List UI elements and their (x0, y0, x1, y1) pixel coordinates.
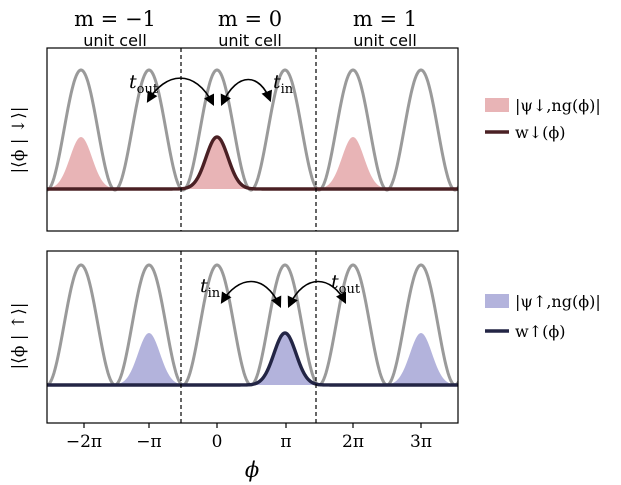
top-t-out-symbol: t (129, 71, 137, 93)
x-tick-label-6: 3π (410, 432, 432, 452)
bottom-wannier-curve (47, 331, 458, 387)
bottom-legend-fill-swatch (485, 294, 509, 308)
bottom-legend-fill-label: |ψ↑,ng(ϕ)| (515, 292, 601, 311)
top-wavefunction-fills (47, 137, 397, 189)
top-wavefunction-peak-2 (173, 137, 261, 189)
top-wannier-curve (47, 135, 458, 191)
top-t-out-arrow (146, 77, 215, 107)
bottom-t-in-arrow (220, 280, 282, 309)
cell-header-m-minus1: m = −1 unit cell (74, 7, 156, 50)
x-axis: −2π −π 0 π 2π 3π ϕ (66, 423, 432, 482)
top-t-in-arrow (220, 78, 273, 107)
x-tick-label-2: −π (136, 432, 161, 452)
bottom-wavefunction-peak-1 (105, 333, 193, 385)
top-legend-line-label: w↓(ϕ) (515, 123, 566, 142)
x-tick-label-3: 0 (212, 432, 223, 452)
bottom-t-in-symbol: t (200, 275, 208, 297)
cell-m-minus1-label: m = −1 (74, 7, 156, 31)
top-wavefunction-peak-3 (309, 137, 397, 189)
top-t-out-subscript: out (137, 82, 159, 97)
top-wavefunction-peak-1 (47, 137, 125, 189)
bottom-y-axis-label: |⟨ϕ | ↑⟩| (9, 302, 29, 369)
top-t-in-label: tin (273, 71, 294, 97)
bottom-wavefunction-peak-3 (377, 333, 458, 385)
x-tick-label-4: π (280, 432, 291, 452)
cell-header-m-0: m = 0 unit cell (218, 7, 282, 50)
top-legend-fill-swatch (485, 98, 509, 112)
bottom-wavefunction-fills (105, 333, 458, 385)
x-axis-label: ϕ (245, 458, 259, 482)
cell-m-0-unit: unit cell (218, 31, 282, 50)
bottom-t-out-label: tout (331, 271, 361, 297)
bottom-legend-line-label: w↑(ϕ) (515, 322, 566, 341)
bottom-potential-curve (47, 263, 458, 387)
top-panel: |⟨ϕ | ↓⟩| tout tin |ψ↓,ng(ϕ)| w↓(ϕ) (9, 47, 601, 232)
x-tick-label-5: 2π (342, 432, 364, 452)
bottom-t-in-subscript: in (208, 286, 221, 301)
top-legend-fill-label: |ψ↓,ng(ϕ)| (515, 96, 601, 115)
top-plot-frame (46, 47, 459, 232)
bottom-plot-frame (46, 250, 459, 424)
top-t-out-label: tout (129, 71, 159, 97)
top-t-in-symbol: t (273, 71, 281, 93)
cell-m-0-label: m = 0 (218, 7, 282, 31)
bottom-panel: |⟨ϕ | ↑⟩| tin tout |ψ↑,ng(ϕ)| w↑(ϕ) (9, 250, 601, 424)
bottom-t-out-symbol: t (331, 271, 339, 293)
bottom-wavefunction-peak-2 (241, 333, 329, 385)
cell-header-m-1: m = 1 unit cell (353, 7, 417, 50)
x-tick-label-1: −2π (66, 432, 102, 452)
bottom-t-out-arrow (287, 280, 347, 309)
cell-m-1-unit: unit cell (353, 31, 417, 50)
top-y-axis-label: |⟨ϕ | ↓⟩| (9, 106, 29, 173)
top-t-in-subscript: in (281, 82, 294, 97)
cell-m-1-label: m = 1 (353, 7, 417, 31)
cell-m-minus1-unit: unit cell (83, 31, 147, 50)
bottom-t-out-subscript: out (339, 282, 361, 297)
top-potential-curve (47, 68, 458, 192)
bottom-t-in-label: tin (200, 275, 221, 301)
